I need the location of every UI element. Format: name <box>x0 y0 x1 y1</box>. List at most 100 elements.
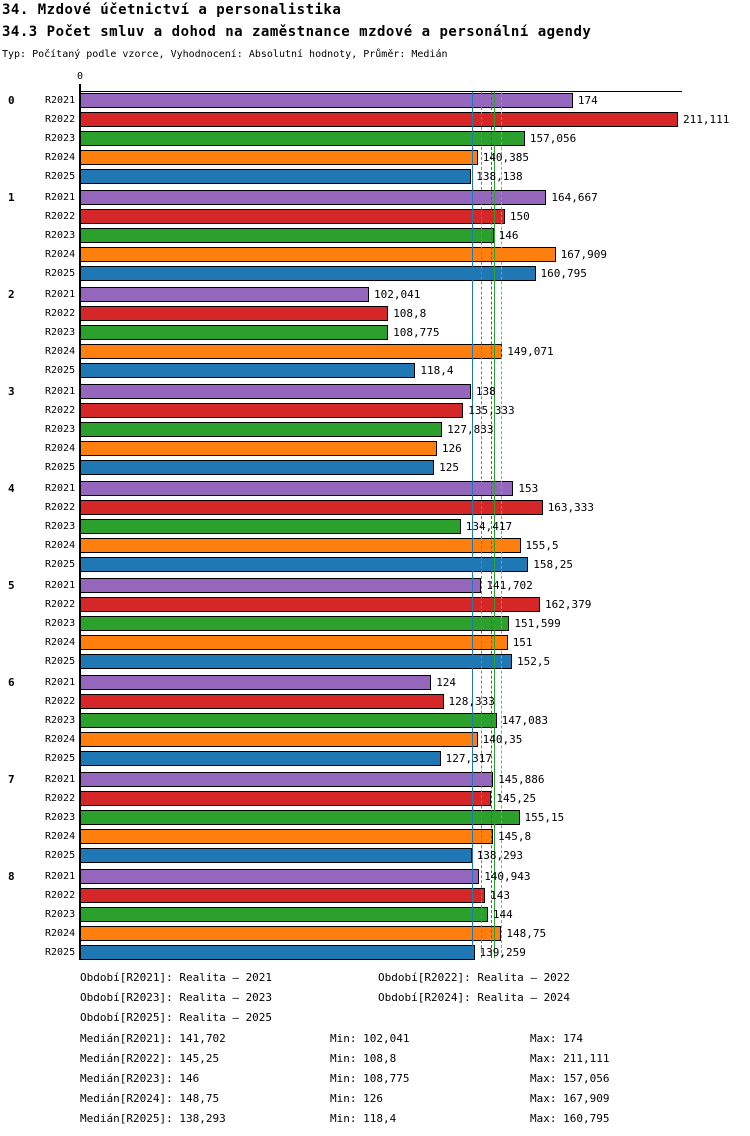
bar-R2021-group-3 <box>80 384 471 399</box>
bar-R2022-group-0 <box>80 112 678 127</box>
bar-value-label: 126 <box>441 442 462 455</box>
bar-value-label: 155,15 <box>524 811 565 824</box>
bar-series-label-R2025: R2025 <box>45 656 76 667</box>
bar-R2021-group-5 <box>80 578 482 593</box>
x-axis-line <box>79 91 682 92</box>
bar-series-label-R2023: R2023 <box>45 133 76 144</box>
stats-max-R2025: Max: 160,795 <box>530 1112 610 1125</box>
bar-series-label-R2023: R2023 <box>45 424 76 435</box>
bar-R2023-group-2 <box>80 325 389 340</box>
bar-series-label-R2025: R2025 <box>45 947 76 958</box>
bar-value-label: 149,071 <box>507 345 554 358</box>
bar-value-label: 148,75 <box>506 927 547 940</box>
bar-R2022-group-2 <box>80 306 389 321</box>
group-label-5: 5 <box>8 579 15 592</box>
legend-item-R2023: Období[R2023]: Realita – 2023 <box>80 991 273 1004</box>
bar-value-label: 150 <box>509 210 530 223</box>
group-label-8: 8 <box>8 870 15 883</box>
bar-series-label-R2022: R2022 <box>45 502 76 513</box>
bar-R2022-group-5 <box>80 597 540 612</box>
stats-min-R2022: Min: 108,8 <box>330 1052 397 1065</box>
stats-median-R2023: Medián[R2023]: 146 <box>80 1072 200 1085</box>
x-axis-tick <box>79 84 81 91</box>
bar-value-label: 139,259 <box>479 946 526 959</box>
bar-value-label: 151,599 <box>514 617 561 630</box>
stats-max-R2022: Max: 211,111 <box>530 1052 610 1065</box>
bar-series-label-R2024: R2024 <box>45 346 76 357</box>
bar-value-label: 147,083 <box>501 714 548 727</box>
bar-R2025-group-4 <box>80 557 529 572</box>
bar-value-label: 153 <box>518 482 539 495</box>
bar-R2025-group-6 <box>80 751 441 766</box>
stats-min-R2025: Min: 118,4 <box>330 1112 397 1125</box>
bar-value-label: 145,25 <box>496 792 537 805</box>
bar-series-label-R2025: R2025 <box>45 268 76 279</box>
bar-R2024-group-2 <box>80 344 503 359</box>
bar-value-label: 160,795 <box>540 267 587 280</box>
page-subtitle: 34.3 Počet smluv a dohod na zaměstnance … <box>2 24 592 40</box>
bar-value-label: 162,379 <box>545 598 592 611</box>
bar-R2024-group-0 <box>80 150 478 165</box>
bar-series-label-R2025: R2025 <box>45 462 76 473</box>
bar-R2023-group-3 <box>80 422 443 437</box>
bar-value-label: 157,056 <box>529 132 577 145</box>
bar-value-label: 146 <box>498 229 519 242</box>
bar-R2025-group-8 <box>80 945 475 960</box>
bar-series-label-R2021: R2021 <box>45 483 76 494</box>
bar-series-label-R2024: R2024 <box>45 831 76 842</box>
bar-value-label: 118,4 <box>420 364 454 377</box>
bar-series-label-R2022: R2022 <box>45 308 76 319</box>
bar-series-label-R2024: R2024 <box>45 734 76 745</box>
bar-series-label-R2023: R2023 <box>45 327 76 338</box>
bar-series-label-R2024: R2024 <box>45 637 76 648</box>
bar-value-label: 140,35 <box>482 733 523 746</box>
bar-series-label-R2021: R2021 <box>45 871 76 882</box>
stats-min-R2024: Min: 126 <box>330 1092 383 1105</box>
group-label-4: 4 <box>8 482 15 495</box>
bar-R2024-group-1 <box>80 247 556 262</box>
stats-median-R2021: Medián[R2021]: 141,702 <box>80 1032 226 1045</box>
bar-value-label: 144 <box>492 908 513 921</box>
bar-R2024-group-8 <box>80 926 502 941</box>
bar-R2022-group-3 <box>80 403 464 418</box>
bar-series-label-R2021: R2021 <box>45 95 76 106</box>
bar-value-label: 127,833 <box>447 423 494 436</box>
bar-series-label-R2025: R2025 <box>45 753 76 764</box>
stats-min-R2021: Min: 102,041 <box>330 1032 410 1045</box>
bar-R2021-group-0 <box>80 93 573 108</box>
bar-series-label-R2022: R2022 <box>45 405 76 416</box>
bar-R2022-group-8 <box>80 888 486 903</box>
bar-series-label-R2022: R2022 <box>45 211 76 222</box>
stats-min-R2023: Min: 108,775 <box>330 1072 410 1085</box>
bar-series-label-R2024: R2024 <box>45 152 76 163</box>
bar-series-label-R2023: R2023 <box>45 230 76 241</box>
bar-value-label: 135,333 <box>468 404 515 417</box>
bar-value-label: 164,667 <box>551 191 598 204</box>
bar-series-label-R2021: R2021 <box>45 289 76 300</box>
bar-R2021-group-8 <box>80 869 480 884</box>
bar-R2023-group-0 <box>80 131 525 146</box>
bar-series-label-R2023: R2023 <box>45 521 76 532</box>
bar-R2025-group-1 <box>80 266 536 281</box>
bar-value-label: 124 <box>436 676 457 689</box>
bar-series-label-R2022: R2022 <box>45 890 76 901</box>
bar-R2025-group-2 <box>80 363 416 378</box>
bar-value-label: 145,886 <box>498 773 545 786</box>
bar-series-label-R2024: R2024 <box>45 928 76 939</box>
bar-R2023-group-4 <box>80 519 461 534</box>
bar-series-label-R2023: R2023 <box>45 715 76 726</box>
bar-series-label-R2025: R2025 <box>45 365 76 376</box>
bar-R2023-group-8 <box>80 907 488 922</box>
median-line-R2022 <box>491 92 493 958</box>
bar-R2021-group-1 <box>80 190 547 205</box>
bar-R2024-group-4 <box>80 538 521 553</box>
group-label-1: 1 <box>8 191 15 204</box>
median-line-R2024 <box>501 92 503 958</box>
bar-series-label-R2021: R2021 <box>45 580 76 591</box>
stats-max-R2023: Max: 157,056 <box>530 1072 610 1085</box>
bar-value-label: 127,317 <box>445 752 492 765</box>
bar-value-label: 151 <box>512 636 533 649</box>
bar-R2024-group-6 <box>80 732 478 747</box>
bar-R2023-group-1 <box>80 228 494 243</box>
